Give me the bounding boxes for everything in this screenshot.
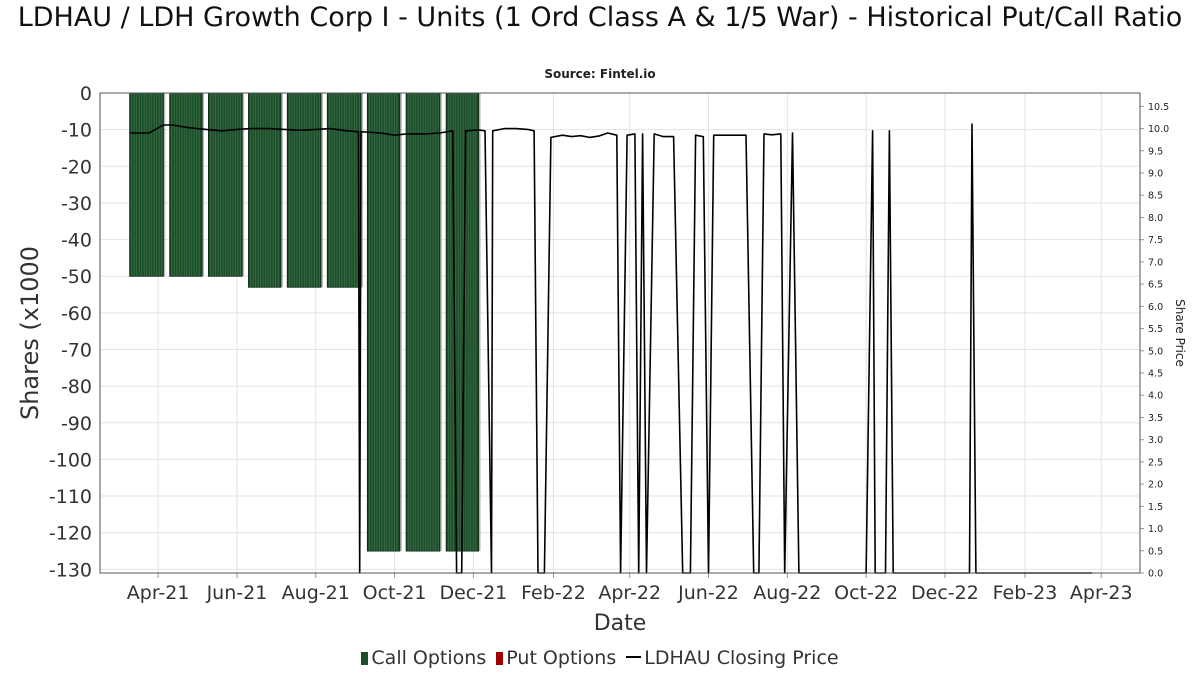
price-line-layer [129,123,1093,574]
y2-tick-label: 9.5 [1148,146,1163,157]
y2-tick-label: 8.0 [1148,213,1163,224]
y-tick-label: -130 [49,559,92,581]
y2-tick-label: 0.5 [1148,546,1163,557]
x-tick-label: Apr-23 [1070,582,1133,604]
legend-price-label: LDHAU Closing Price [644,647,839,669]
y-tick-label: -120 [49,523,92,545]
y2-tick-label: 0.0 [1148,569,1163,580]
closing-price-swatch [626,656,642,658]
y2-tick-label: 10.0 [1148,124,1169,135]
y2-tick-label: 9.0 [1148,169,1163,180]
y-tick-label: -90 [61,413,92,435]
y-tick-label: -70 [61,339,92,361]
y-tick-label: 0 [80,83,92,105]
y-tick-label: -30 [61,193,92,215]
legend-closing-price: LDHAU Closing Price [626,647,839,669]
chart-title: LDHAU / LDH Growth Corp I - Units (1 Ord… [17,2,1183,33]
legend-put-label: Put Options [506,647,617,669]
x-tick-label: Oct-22 [834,582,898,604]
y-axis-label: Shares (x1000 [16,246,44,420]
y2-tick-label: 4.0 [1148,391,1163,402]
legend-put-options: Put Options [496,647,616,669]
x-tick-label: Feb-22 [521,582,586,604]
y2-tick-label: 3.0 [1148,435,1163,446]
y-tick-label: -100 [49,449,92,471]
y2-tick-label: 1.0 [1148,524,1163,535]
x-tick-label: Jun-22 [677,582,739,604]
y-tick-label: -40 [61,230,92,252]
put-options-swatch [496,652,504,665]
y2-tick-label: 3.5 [1148,413,1163,424]
x-tick-label: Feb-23 [993,582,1058,604]
legend-call-options: Call Options [361,647,486,669]
legend-call-label: Call Options [371,647,487,669]
y2-tick-label: 8.5 [1148,191,1163,202]
y-tick-label: -10 [61,120,92,142]
y2-tick-label: 2.5 [1148,457,1163,468]
y2-tick-label: 1.5 [1148,502,1163,513]
y-tick-label: -20 [61,156,92,178]
y2-axis-label: Share Price [1173,299,1187,367]
y2-tick-label: 6.5 [1148,280,1163,291]
closing-price-line [129,123,1093,574]
tick-labels: 0 -10 -20 -30 -40 -50 -60 -70 -80 -90 -100 -110 -120… [49,83,1169,604]
y-tick-label: -60 [61,303,92,325]
plot-border [99,92,1141,574]
x-tick-label: Aug-21 [282,582,350,604]
x-tick-label: Jun-21 [206,582,268,604]
y2-tick-label: 10.5 [1148,102,1169,113]
y2-tick-label: 7.5 [1148,235,1163,246]
x-tick-label: Apr-22 [598,582,661,604]
x-tick-label: Dec-21 [439,582,507,604]
y2-tick-label: 5.0 [1148,346,1163,357]
legend: Call Options Put Options LDHAU Closing P… [0,647,1200,669]
x-tick-label: Dec-22 [911,582,979,604]
x-tick-label: Oct-21 [363,582,427,604]
call-options-swatch [361,652,369,665]
x-tick-label: Apr-21 [127,582,190,604]
y2-tick-label: 6.0 [1148,302,1163,313]
x-axis-label: Date [594,611,647,636]
plot-frame [99,92,1141,574]
y2-tick-label: 2.0 [1148,480,1163,491]
y-tick-label: -80 [61,376,92,398]
call-options-bars [129,92,481,552]
y2-tick-label: 5.5 [1148,324,1163,335]
y2-tick-label: 7.0 [1148,257,1163,268]
y-tick-label: -50 [61,266,92,288]
y-tick-label: -110 [49,486,92,508]
x-tick-label: Aug-22 [753,582,821,604]
chart-subtitle: Source: Fintel.io [544,67,656,81]
y2-tick-label: 4.5 [1148,369,1163,380]
